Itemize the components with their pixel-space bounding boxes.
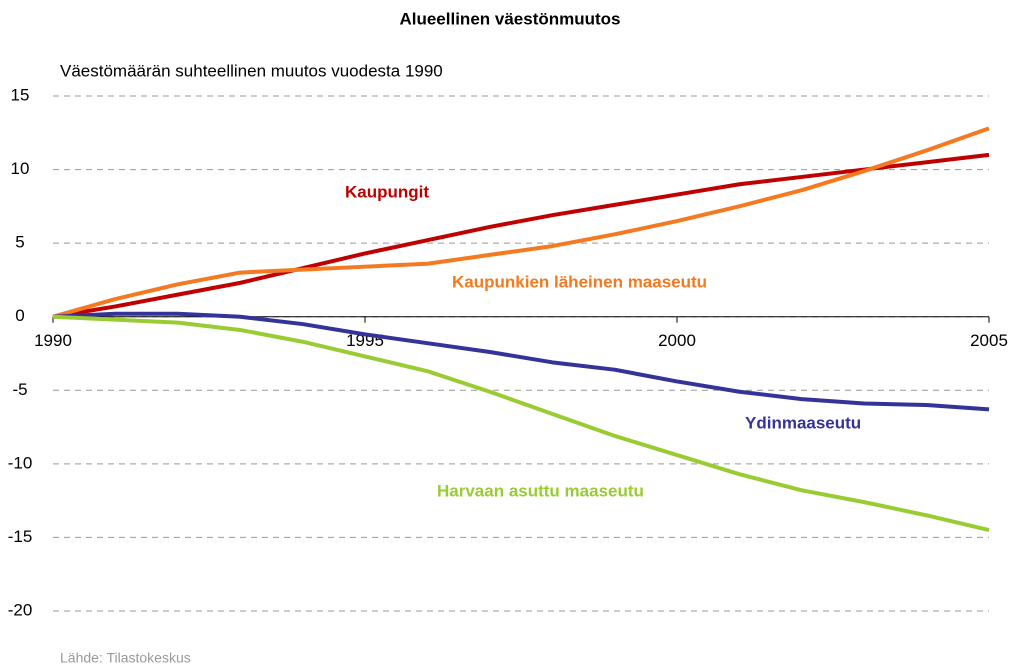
y-axis-label: Väestömäärän suhteellinen muutos vuodest… (60, 61, 443, 80)
y-tick-label: -10 (8, 453, 33, 472)
chart-title: Alueellinen väestönmuutos (399, 9, 620, 28)
series-label: Kaupunkien läheinen maaseutu (452, 272, 707, 291)
series-label: Ydinmaaseutu (745, 413, 861, 432)
series-line (52, 314, 990, 533)
x-tick-label: 2000 (658, 331, 696, 350)
source: Lähde: Tilastokeskus (60, 650, 191, 666)
series-label: Kaupungit (345, 182, 429, 201)
x-tick-label: 1990 (34, 331, 72, 350)
series-line (52, 126, 990, 319)
y-tick-label: -15 (8, 527, 33, 546)
x-tick-label: 2005 (970, 331, 1008, 350)
y-tick-label: 0 (15, 306, 24, 325)
series-line (52, 152, 990, 319)
series-label: Harvaan asuttu maaseutu (437, 481, 644, 500)
series-line (52, 311, 990, 412)
y-tick-label: 10 (11, 159, 30, 178)
y-tick-label: 5 (15, 233, 24, 252)
y-tick-label: -5 (12, 380, 27, 399)
y-tick-label: -20 (8, 600, 33, 619)
y-tick-label: 15 (11, 85, 30, 104)
